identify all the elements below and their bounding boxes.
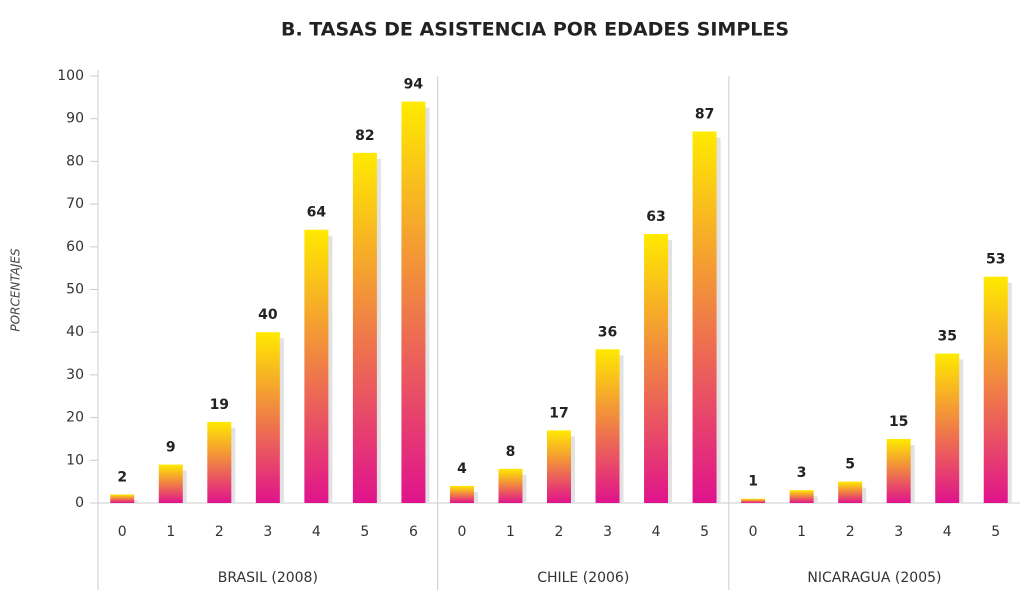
bar	[449, 485, 474, 503]
x-tick-label: 3	[263, 524, 272, 540]
group-label: NICARAGUA (2005)	[807, 570, 941, 586]
x-tick-label: 4	[652, 524, 661, 540]
x-tick-label: 1	[797, 524, 806, 540]
x-tick-label: 2	[215, 524, 224, 540]
value-label: 19	[210, 397, 229, 413]
y-tick-label: 50	[66, 282, 84, 298]
x-tick-label: 3	[894, 524, 903, 540]
y-tick-label: 20	[66, 410, 84, 426]
bar	[935, 353, 960, 503]
value-label: 53	[986, 252, 1005, 268]
value-label: 64	[307, 205, 327, 221]
value-label: 3	[797, 465, 807, 481]
value-label: 17	[549, 405, 568, 421]
bar	[789, 490, 814, 503]
y-tick-label: 80	[66, 153, 84, 169]
y-tick-label: 100	[57, 68, 84, 84]
bar	[158, 464, 183, 503]
x-tick-label: 5	[700, 524, 709, 540]
value-label: 5	[845, 457, 855, 473]
value-label: 82	[355, 128, 374, 144]
bar	[547, 430, 571, 503]
bar	[352, 152, 377, 504]
y-tick-label: 40	[66, 324, 84, 340]
x-tick-label: 1	[506, 524, 515, 540]
bar	[983, 276, 1008, 503]
value-label: 63	[646, 209, 665, 225]
value-label: 40	[258, 307, 278, 323]
x-tick-label: 1	[166, 524, 175, 540]
x-tick-label: 5	[360, 524, 369, 540]
x-tick-label: 4	[312, 524, 321, 540]
value-label: 2	[117, 469, 127, 485]
y-axis-label: PORCENTAJES	[9, 248, 23, 332]
value-label: 8	[506, 444, 516, 460]
x-tick-label: 2	[846, 524, 855, 540]
group-label: CHILE (2006)	[537, 570, 629, 586]
bar	[741, 498, 766, 503]
x-tick-label: 2	[555, 524, 564, 540]
value-label: 15	[889, 414, 908, 430]
bar	[401, 101, 426, 504]
bar	[304, 229, 329, 503]
value-label: 87	[695, 107, 714, 123]
y-tick-label: 30	[66, 367, 84, 383]
x-tick-label: 5	[991, 524, 1000, 540]
value-label: 35	[937, 329, 956, 345]
y-tick-label: 0	[75, 495, 84, 511]
x-tick-label: 3	[603, 524, 612, 540]
y-tick-label: 90	[66, 111, 84, 127]
value-label: 94	[404, 77, 424, 93]
y-tick-label: 60	[66, 239, 84, 255]
x-tick-label: 4	[943, 524, 952, 540]
bar	[644, 233, 669, 504]
y-tick-label: 10	[66, 452, 84, 468]
bar	[110, 494, 135, 503]
value-label: 4	[457, 461, 467, 477]
group-label: BRASIL (2008)	[218, 570, 318, 586]
bar	[838, 481, 863, 503]
bar	[595, 349, 620, 503]
bar	[692, 131, 717, 503]
x-tick-label: 6	[409, 524, 418, 540]
value-label: 9	[166, 440, 176, 456]
y-tick-label: 70	[66, 196, 84, 212]
bar	[207, 421, 232, 503]
bar	[255, 332, 280, 503]
x-tick-label: 0	[118, 524, 127, 540]
bar	[498, 468, 523, 503]
chart-title: B. TASAS DE ASISTENCIA POR EDADES SIMPLE…	[281, 19, 789, 41]
x-tick-label: 0	[749, 524, 758, 540]
x-tick-label: 0	[457, 524, 466, 540]
bar	[886, 438, 911, 503]
value-label: 36	[598, 324, 617, 340]
value-label: 1	[748, 474, 758, 490]
